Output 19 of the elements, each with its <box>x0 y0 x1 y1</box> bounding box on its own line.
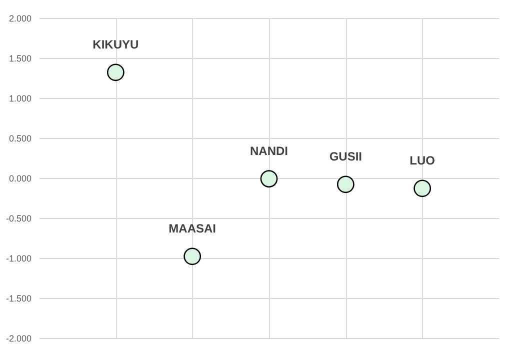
y-tick-label: -1.000 <box>6 254 32 264</box>
y-tick-label: 1.500 <box>8 54 32 64</box>
point <box>414 180 432 198</box>
y-tick-label: 1.000 <box>8 94 32 104</box>
x-tick-label: LUO <box>410 153 436 168</box>
x-tick-label: GUSII <box>329 149 362 164</box>
x-tick-label: KIKUYU <box>92 37 139 52</box>
point <box>336 176 354 194</box>
point <box>184 248 202 266</box>
point <box>260 170 278 188</box>
x-tick-label: MAASAI <box>168 221 216 236</box>
y-tick-label: 2.000 <box>8 14 32 24</box>
x-tick-label: NANDI <box>250 144 288 158</box>
y-tick-label: 0.500 <box>8 134 32 144</box>
y-tick-label: -0.500 <box>6 214 32 224</box>
point <box>106 64 124 82</box>
y-tick-label: -2.000 <box>6 334 32 344</box>
y-tick-label: -1.500 <box>6 294 32 304</box>
y-tick-label: 0.000 <box>8 174 32 184</box>
